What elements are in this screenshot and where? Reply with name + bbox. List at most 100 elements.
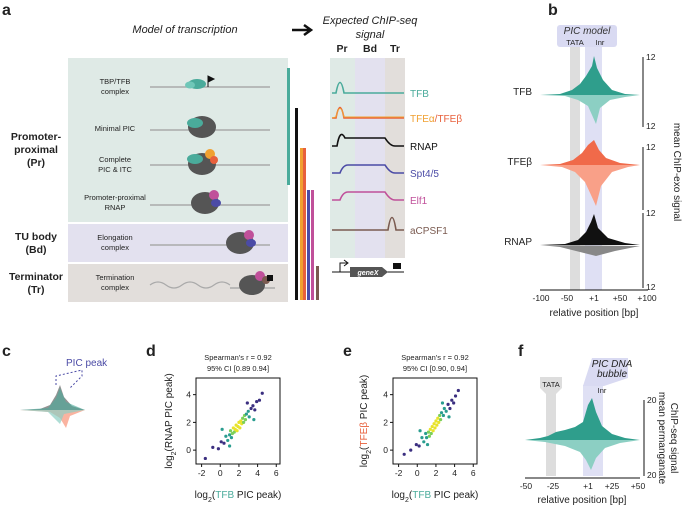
x-tick-label: -50	[520, 481, 533, 491]
region-label: Promoter-	[11, 131, 62, 143]
scatter-point	[257, 398, 262, 402]
signal-label-part: TFEβ	[437, 114, 462, 125]
y-tick-label: 4	[186, 390, 191, 400]
axis-label-part: PIC peak)	[431, 490, 478, 501]
scatter-point	[226, 438, 230, 443]
shape	[332, 164, 404, 174]
panel-letter: c	[2, 343, 11, 360]
scatter-point	[450, 398, 454, 402]
shape	[525, 398, 640, 440]
x-tick-label: -50	[561, 293, 574, 303]
scatter-point	[402, 452, 406, 456]
shape	[540, 140, 640, 165]
scatter-point	[211, 445, 215, 449]
shape	[149, 281, 231, 289]
scatter-point	[447, 415, 451, 419]
shape	[210, 156, 218, 164]
scatter-point	[427, 434, 431, 438]
column-label: Bd	[363, 43, 377, 55]
signal-label-part: Elf1	[410, 196, 428, 207]
scatter-point	[228, 444, 232, 448]
signal-label: TFB	[410, 89, 429, 100]
x-tick-label: 6	[274, 468, 279, 478]
stage-label: PIC & ITC	[98, 165, 132, 174]
axis-label-part: log	[164, 455, 175, 468]
model-title: Model of transcription	[132, 24, 237, 36]
scatter-point	[239, 419, 243, 423]
scatter-point	[251, 404, 255, 408]
scatter-point	[456, 388, 460, 393]
scale-label: 20	[647, 395, 657, 405]
scatter-point	[432, 422, 436, 426]
scatter-point	[228, 429, 233, 433]
scatter-point	[203, 456, 207, 461]
y-axis-label: mean ChIP-exo signal	[671, 123, 682, 221]
scatter-point	[235, 429, 239, 433]
scatter-point	[452, 401, 456, 405]
stage-label: complex	[101, 283, 129, 292]
row-label: TFEβ	[507, 157, 532, 168]
shape	[303, 148, 306, 300]
shape	[211, 199, 221, 207]
tata-tag	[540, 377, 562, 394]
overlay-trace	[20, 369, 85, 428]
shape	[300, 148, 303, 300]
shape	[540, 245, 640, 256]
tata-label: TATA	[566, 38, 584, 47]
x-tick-label: -2	[198, 468, 206, 478]
shape	[207, 75, 216, 87]
scatter-point	[238, 426, 242, 430]
scatter-point	[228, 433, 232, 437]
x-tick-label: 0	[415, 468, 420, 478]
x-axis-label: relative position [bp]	[538, 495, 627, 506]
scatter-point	[409, 448, 413, 452]
scatter-point	[417, 444, 421, 448]
scatter-point	[246, 409, 250, 413]
gene-diagram	[332, 259, 404, 277]
signal-labels: TFB TFEα/TFEβ RNAP Spt4/5 Elf1 aCPSF1	[410, 89, 462, 237]
stat-text: 95% CI [0.90, 0.94]	[403, 364, 467, 373]
axis-label: log2(TFEβ PIC peak)	[359, 375, 373, 468]
scatter-point	[229, 436, 234, 440]
shape	[332, 191, 404, 201]
axis-label-part: log	[392, 490, 405, 501]
scatter-point	[428, 427, 432, 431]
shape	[187, 118, 203, 128]
axis-label-part: TFB	[412, 490, 431, 501]
signal-traces	[331, 81, 404, 231]
axis-label: log2(TFB PIC peak)	[195, 490, 282, 504]
tata-band	[546, 392, 556, 476]
scatter-point	[245, 401, 249, 405]
region-label: (Bd)	[26, 244, 47, 256]
signal-label: Spt4/5	[410, 169, 439, 180]
model-label: PIC model	[564, 26, 611, 37]
y-tick-label: 4	[383, 390, 388, 400]
y-tick-label: 2	[186, 417, 191, 427]
axis-label-part: (RNAP PIC peak)	[164, 373, 175, 451]
scatter-point	[244, 412, 248, 416]
panel-letter: b	[548, 2, 558, 19]
x-tick-label: +25	[605, 481, 620, 491]
scatter-point	[440, 401, 445, 405]
region-label: proximal	[14, 144, 58, 156]
scale-label: 12	[646, 121, 656, 131]
shape	[287, 68, 290, 185]
x-tick-label: 2	[434, 468, 439, 478]
panel-letter: a	[2, 2, 11, 19]
shape	[267, 275, 273, 281]
scatter-point	[439, 418, 443, 422]
axis-label-part: 2	[208, 497, 212, 504]
axis-label-part: TFB	[215, 490, 234, 501]
axis-label-part: (	[359, 446, 370, 450]
x-tick-label: -2	[395, 468, 403, 478]
stage-label: Promoter-proximal	[84, 193, 146, 202]
shape	[331, 108, 404, 119]
factor-bars	[287, 68, 319, 300]
scatter-point	[247, 415, 251, 419]
y-axis-label: ChIP-seq signal	[668, 403, 679, 474]
scale-label: 12	[646, 52, 656, 62]
scatter-point	[434, 419, 438, 423]
scatter-point	[253, 408, 257, 412]
scatter-point	[436, 416, 440, 420]
